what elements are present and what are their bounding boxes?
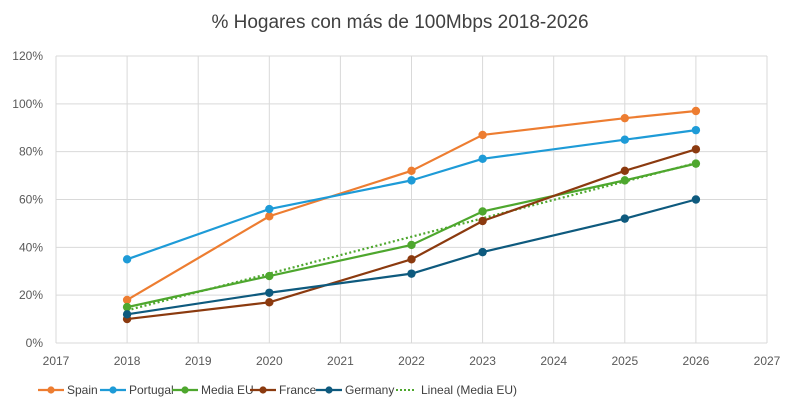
- series-line: [126, 148, 697, 321]
- y-tick-label: 20%: [19, 288, 43, 302]
- legend-item[interactable]: Germany: [316, 383, 394, 397]
- gridlines: [55, 55, 768, 344]
- x-tick-label: 2022: [398, 354, 425, 368]
- data-point: [691, 145, 701, 154]
- x-tick-label: 2021: [327, 354, 354, 368]
- y-tick-label: 40%: [19, 240, 43, 254]
- x-tick-label: 2019: [185, 354, 212, 368]
- data-point: [620, 113, 629, 123]
- legend-label: France: [279, 383, 317, 397]
- legend-label: Germany: [345, 383, 394, 397]
- series-line: [126, 162, 697, 309]
- series-line: [126, 129, 697, 261]
- x-tick-label: 2020: [256, 354, 283, 368]
- data-point: [265, 298, 274, 307]
- legend-item[interactable]: Media EU: [172, 383, 254, 397]
- data-point: [407, 269, 416, 278]
- data-point: [265, 288, 274, 297]
- data-point: [478, 216, 487, 226]
- legend-label: Media EU: [201, 383, 254, 397]
- data-point: [407, 255, 416, 264]
- x-tick-label: 2026: [683, 354, 710, 368]
- x-tick-label: 2027: [754, 354, 781, 368]
- x-tick-label: 2023: [469, 354, 496, 368]
- data-point: [407, 176, 416, 185]
- data-point: [478, 247, 487, 257]
- series-portugal: [122, 125, 701, 264]
- legend-swatch-marker: [109, 386, 117, 394]
- series-layer: [122, 106, 701, 324]
- y-tick-label: 80%: [19, 145, 43, 159]
- legend-item[interactable]: France: [250, 383, 317, 397]
- legend[interactable]: Spain Portugal Media EU France Germany Lineal…: [38, 383, 517, 397]
- legend-swatch-marker: [325, 386, 333, 394]
- trendline: [126, 162, 697, 312]
- legend-item[interactable]: Portugal: [100, 383, 174, 397]
- legend-swatch-marker: [47, 386, 55, 394]
- x-tick-label: 2018: [114, 354, 141, 368]
- y-tick-label: 60%: [19, 193, 43, 207]
- y-tick-label: 100%: [12, 97, 43, 111]
- y-tick-label: 120%: [12, 49, 43, 63]
- data-point: [407, 166, 416, 175]
- data-point: [691, 106, 701, 116]
- axes: 0% 20% 40% 60% 80% 100% 120% 2017 2018 2019 2020 20…: [12, 49, 780, 368]
- legend-item[interactable]: Lineal (Media EU): [396, 383, 517, 397]
- legend-label: Lineal (Media EU): [421, 383, 517, 397]
- data-point: [122, 255, 132, 264]
- data-point: [122, 310, 132, 319]
- data-point: [620, 214, 629, 223]
- series-germany: [122, 195, 701, 319]
- data-point: [478, 154, 487, 164]
- data-point: [691, 125, 701, 135]
- data-point: [265, 271, 274, 281]
- data-point: [620, 166, 629, 175]
- data-point: [478, 207, 487, 216]
- series-line: [126, 198, 697, 316]
- x-tick-label: 2024: [540, 354, 567, 368]
- data-point: [407, 240, 416, 250]
- data-point: [122, 295, 132, 305]
- chart-title: % Hogares con más de 100Mbps 2018-2026: [211, 12, 588, 33]
- x-tick-label: 2017: [43, 354, 70, 368]
- x-tick-label: 2025: [611, 354, 638, 368]
- trendline-layer: [126, 162, 697, 312]
- series-line: [126, 109, 697, 301]
- data-point: [691, 195, 701, 204]
- series-france: [122, 145, 701, 324]
- legend-swatch-marker: [259, 386, 267, 394]
- legend-label: Portugal: [129, 383, 174, 397]
- y-tick-label: 0%: [26, 336, 44, 350]
- data-point: [691, 159, 701, 168]
- data-point: [620, 176, 629, 185]
- series-spain: [122, 106, 701, 305]
- data-point: [478, 130, 487, 140]
- series-media-eu: [122, 159, 701, 312]
- data-point: [122, 302, 132, 312]
- data-point: [620, 135, 629, 144]
- legend-label: Spain: [67, 383, 98, 397]
- legend-item[interactable]: Spain: [38, 383, 98, 397]
- legend-swatch-marker: [181, 386, 189, 394]
- data-point: [265, 204, 274, 214]
- data-point: [265, 212, 274, 221]
